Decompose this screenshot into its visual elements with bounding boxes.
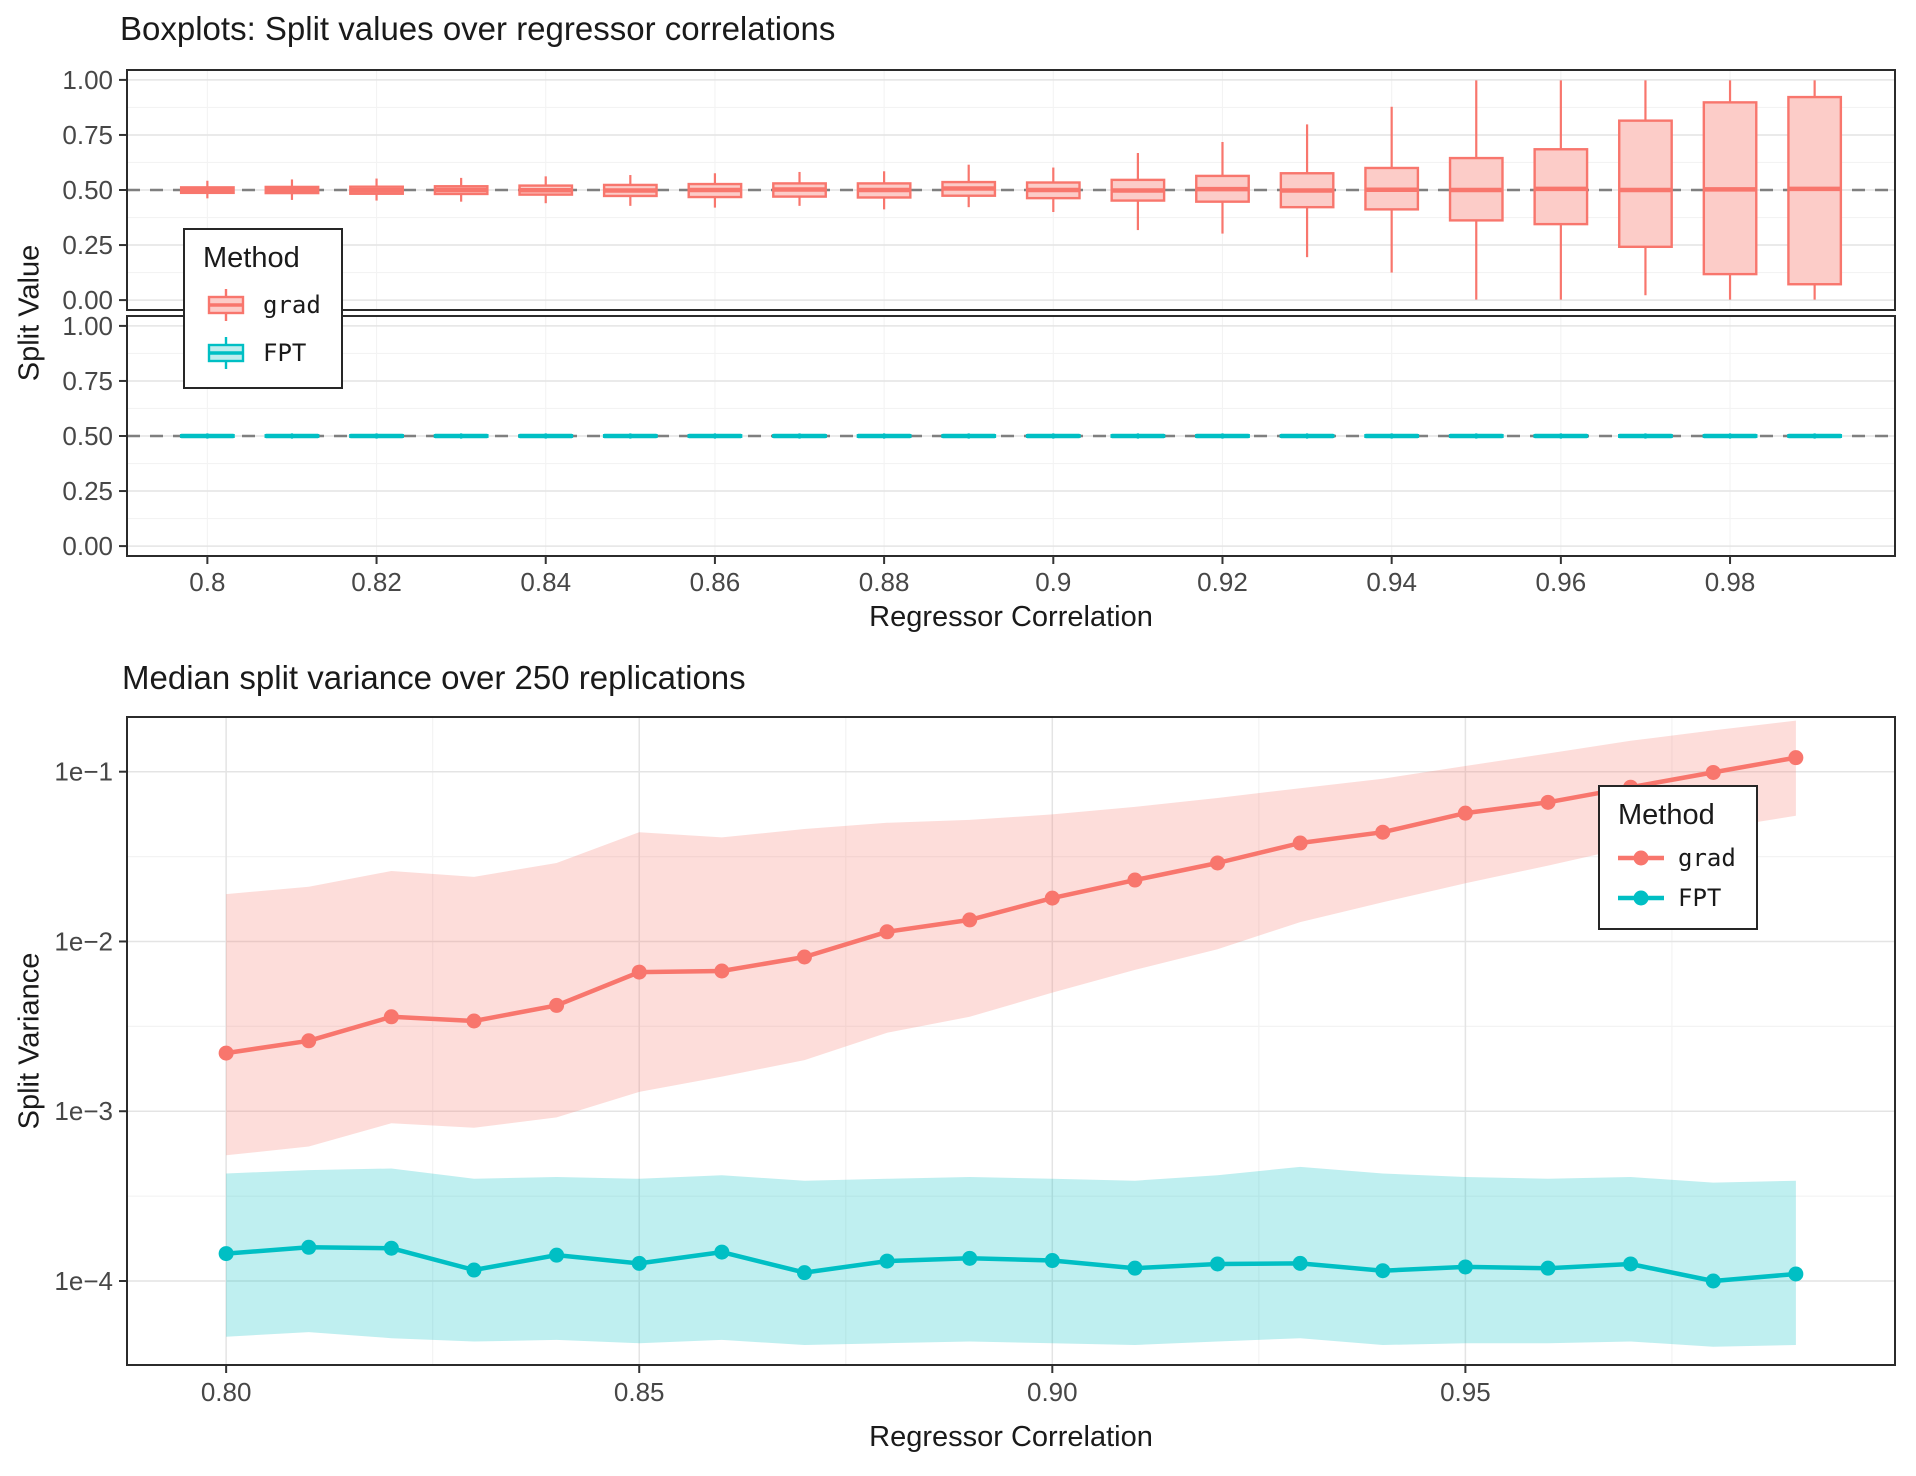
svg-text:0.8: 0.8 <box>189 567 225 597</box>
svg-text:0.00: 0.00 <box>62 285 113 315</box>
fpt-line-key-icon <box>1618 884 1664 912</box>
svg-text:0.80: 0.80 <box>201 1377 252 1407</box>
svg-text:0.84: 0.84 <box>520 567 571 597</box>
legend-entry-fpt: FPT <box>203 335 321 371</box>
legend-label-grad: grad <box>1678 844 1736 872</box>
legend-entry-fpt: FPT <box>1618 884 1736 912</box>
legend-label-grad: grad <box>263 291 321 319</box>
svg-text:0.96: 0.96 <box>1536 567 1587 597</box>
boxplot-figure: 0.00 0.25 0.50 0.75 1.00 0.00 0.25 0.50 0.75 1.00… <box>0 0 1916 645</box>
svg-text:0.90: 0.90 <box>1027 1377 1078 1407</box>
svg-text:0.25: 0.25 <box>62 476 113 506</box>
svg-text:0.95: 0.95 <box>1440 1377 1491 1407</box>
legend-label-fpt: FPT <box>263 339 307 367</box>
svg-text:1e−2: 1e−2 <box>54 926 113 956</box>
svg-text:0.82: 0.82 <box>351 567 402 597</box>
svg-text:0.88: 0.88 <box>859 567 910 597</box>
grad-boxplot-key-icon <box>203 287 249 323</box>
svg-text:0.50: 0.50 <box>62 421 113 451</box>
svg-text:0.94: 0.94 <box>1366 567 1417 597</box>
fpt-boxplot-key-icon <box>203 335 249 371</box>
svg-text:0.98: 0.98 <box>1705 567 1756 597</box>
boxplot-y-axis-title: Split Value <box>13 244 46 382</box>
svg-text:0.00: 0.00 <box>62 531 113 561</box>
svg-text:0.92: 0.92 <box>1197 567 1248 597</box>
svg-text:1e−1: 1e−1 <box>54 757 113 787</box>
svg-text:0.75: 0.75 <box>62 366 113 396</box>
legend-label-fpt: FPT <box>1678 884 1722 912</box>
grad-line-key-icon <box>1618 844 1664 872</box>
boxplot-title: Boxplots: Split values over regressor co… <box>120 10 836 47</box>
variance-title: Median split variance over 250 replicati… <box>122 659 746 696</box>
svg-text:1e−3: 1e−3 <box>54 1096 113 1126</box>
legend-title: Method <box>203 242 300 274</box>
variance-line-canvas: 1e−1 1e−2 1e−3 1e−4 0.80 0.85 0.90 0.95 <box>54 716 1896 1407</box>
svg-text:0.25: 0.25 <box>62 230 113 260</box>
svg-text:0.86: 0.86 <box>690 567 741 597</box>
variance-x-axis-title: Regressor Correlation <box>869 1421 1153 1453</box>
boxplot-x-axis-title: Regressor Correlation <box>869 601 1153 633</box>
variance-y-axis-title: Split Variance <box>13 952 46 1130</box>
svg-text:0.50: 0.50 <box>62 175 113 205</box>
svg-text:0.75: 0.75 <box>62 120 113 150</box>
legend-entry-grad: grad <box>203 287 321 323</box>
svg-text:0.9: 0.9 <box>1035 567 1071 597</box>
boxplot-canvas: 0.000.250.500.751.000.000.250.500.751.00… <box>62 65 1896 597</box>
svg-text:1e−4: 1e−4 <box>54 1266 113 1296</box>
method-legend-line: Method grad FPT <box>1598 785 1758 930</box>
legend-entry-grad: grad <box>1618 844 1736 872</box>
legend-title: Method <box>1618 799 1715 831</box>
svg-text:1.00: 1.00 <box>62 65 113 95</box>
method-legend-boxplot: Method grad FPT <box>183 228 343 389</box>
svg-text:1.00: 1.00 <box>62 311 113 341</box>
variance-line-figure: 1e−1 1e−2 1e−3 1e−4 0.80 0.85 0.90 0.95 Median … <box>0 645 1916 1476</box>
svg-text:0.85: 0.85 <box>614 1377 665 1407</box>
